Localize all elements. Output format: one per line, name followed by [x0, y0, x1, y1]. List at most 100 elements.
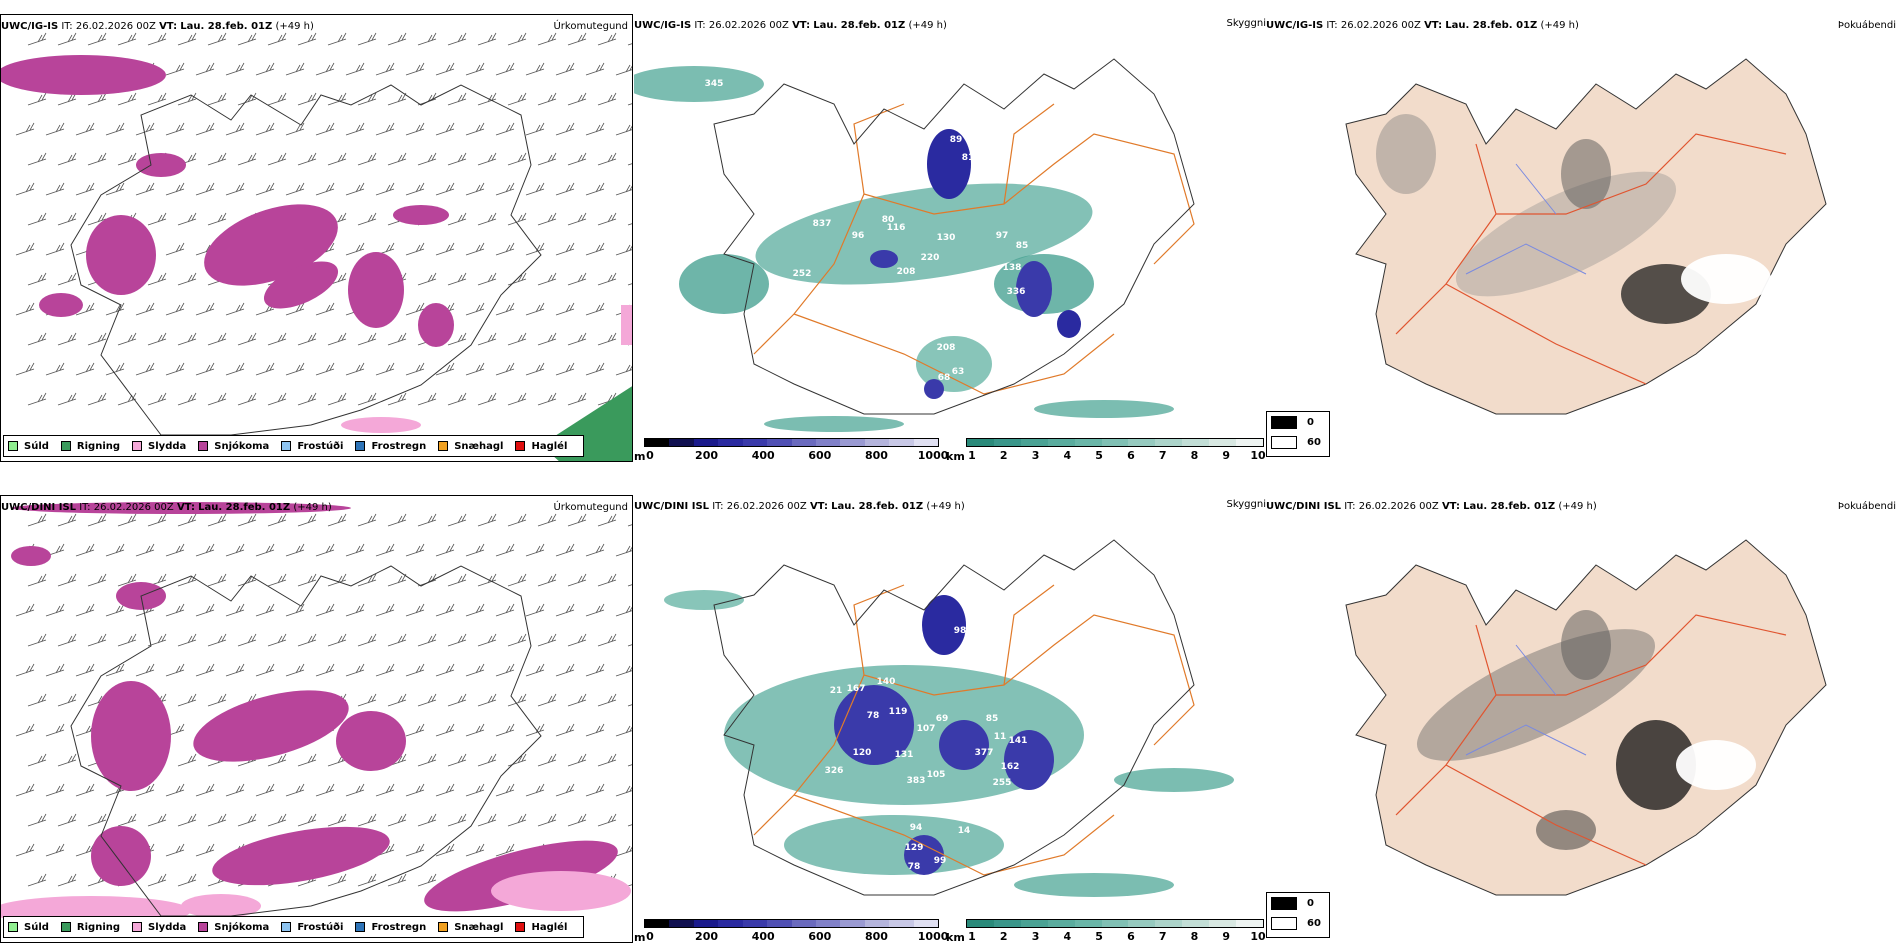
colorbar-segment [815, 439, 841, 446]
legend-label: Slydda [148, 921, 187, 933]
wind-barb [57, 873, 77, 887]
legend-swatch [438, 922, 449, 932]
colorbar-segment [840, 920, 865, 927]
wind-barb [597, 272, 617, 286]
colorbar-segment [993, 439, 1021, 446]
colorbar-tick: 400 [751, 449, 775, 462]
wind-barb [57, 753, 77, 767]
cloud-base-label: 85 [986, 714, 999, 724]
header-bottom-fog: UWC/DINI ISL IT: 26.02.2026 00Z VT: Lau.… [1266, 501, 1597, 512]
wind-barb [225, 543, 245, 557]
wind-barb [207, 92, 227, 106]
colorbar-segment [1155, 920, 1183, 927]
colorbar-segment [693, 439, 719, 446]
wind-barb [165, 122, 185, 136]
wind-barb [495, 362, 515, 376]
wind-barb [285, 543, 305, 557]
legend-item: Frostregn [355, 441, 426, 452]
header-top-precip: UWC/IG-IS IT: 26.02.2026 00Z VT: Lau. 28… [1, 21, 314, 32]
colorbar-segment [1020, 920, 1048, 927]
wind-barb [567, 633, 587, 647]
wind-barb [135, 362, 155, 376]
vt-value: Lau. 28.feb. 01Z [1463, 501, 1556, 512]
colorbar-tick: 1 [968, 449, 976, 462]
wind-barb [267, 92, 287, 106]
wind-barb [297, 392, 317, 406]
wind-barb [345, 122, 365, 136]
wind-barb [495, 663, 515, 677]
wind-barb [585, 603, 605, 617]
cloud-base-label: 208 [937, 343, 956, 353]
wind-barb [567, 32, 587, 46]
visibility-colorbar-bottom: km 1 2 3 4 5 6 7 8 9 10 [946, 919, 1266, 943]
legend-item: Rigning [60, 922, 120, 933]
wind-barb [195, 182, 215, 196]
wind-barb [297, 633, 317, 647]
wind-barb [345, 242, 365, 256]
wind-barb [627, 644, 632, 647]
wind-barb [465, 603, 485, 617]
roads [753, 103, 1195, 395]
wind-barb [627, 824, 632, 827]
wind-barb [537, 633, 557, 647]
wind-barb [165, 663, 185, 677]
wind-barb [57, 813, 77, 827]
vt-label: VT: [1441, 501, 1460, 512]
wind-barb [75, 783, 95, 797]
cloud-base-label: 119 [889, 707, 908, 717]
wind-barb [225, 302, 245, 316]
wind-barb [537, 753, 557, 767]
wind-barb [195, 783, 215, 797]
wind-barb [207, 32, 227, 46]
wind-barb [375, 122, 395, 136]
fog-legend-bottom: 0 60 [1266, 892, 1330, 938]
wind-barb [57, 152, 77, 166]
model-name: UWC/IG-IS [1266, 20, 1324, 31]
fog-rivers [1465, 644, 1587, 756]
fog-legend-row: 0 [1267, 412, 1329, 432]
colorbar-tick: 200 [695, 449, 719, 462]
wind-barb [315, 302, 335, 316]
wind-barb [27, 753, 47, 767]
fog-shading [1376, 114, 1771, 324]
wind-barb [627, 103, 632, 106]
fog-legend-top: 0 60 [1266, 411, 1330, 457]
wind-barb [135, 543, 155, 557]
wind-barb [135, 663, 155, 677]
colorbar-tick: 1 [968, 930, 976, 943]
wind-barb [477, 573, 497, 587]
wind-barb [207, 693, 227, 707]
colorbar-unit: km [946, 931, 965, 943]
wind-barb [465, 783, 485, 797]
precip-panel-bottom: UWC/DINI ISL IT: 26.02.2026 00Z VT: Lau.… [0, 495, 633, 943]
fog-rivers [1465, 163, 1587, 275]
cloud-base-label: 11 [994, 732, 1007, 742]
legend-label: Frostúði [297, 440, 344, 452]
colorbar-segment [1155, 439, 1183, 446]
wind-barb [315, 182, 335, 196]
wind-barb [357, 392, 377, 406]
legend-swatch [60, 922, 71, 932]
wind-barb [507, 753, 527, 767]
colorbar-segment [791, 439, 816, 446]
fog-legend-label: 60 [1307, 436, 1321, 448]
wind-barb [387, 693, 407, 707]
wind-barb [375, 663, 395, 677]
colorbar-tick: 4 [1063, 449, 1072, 462]
wind-barb [465, 62, 485, 76]
wind-barb [105, 122, 125, 136]
wind-barb [27, 873, 47, 887]
wind-barb [75, 362, 95, 376]
colorbar-segment [1182, 439, 1210, 446]
legend-label: Súld [24, 440, 49, 452]
colorbar-segment [1236, 920, 1263, 927]
wind-barb [177, 392, 197, 406]
wind-barb [315, 783, 335, 797]
wind-barb [537, 212, 557, 226]
wind-barb [165, 543, 185, 557]
wind-barb [585, 242, 605, 256]
cloud-base-label: 208 [897, 267, 916, 277]
fog-panel-top: UWC/IG-IS IT: 26.02.2026 00Z VT: Lau. 28… [1266, 14, 1900, 462]
wind-barb [15, 843, 35, 857]
wind-barb [57, 513, 77, 527]
